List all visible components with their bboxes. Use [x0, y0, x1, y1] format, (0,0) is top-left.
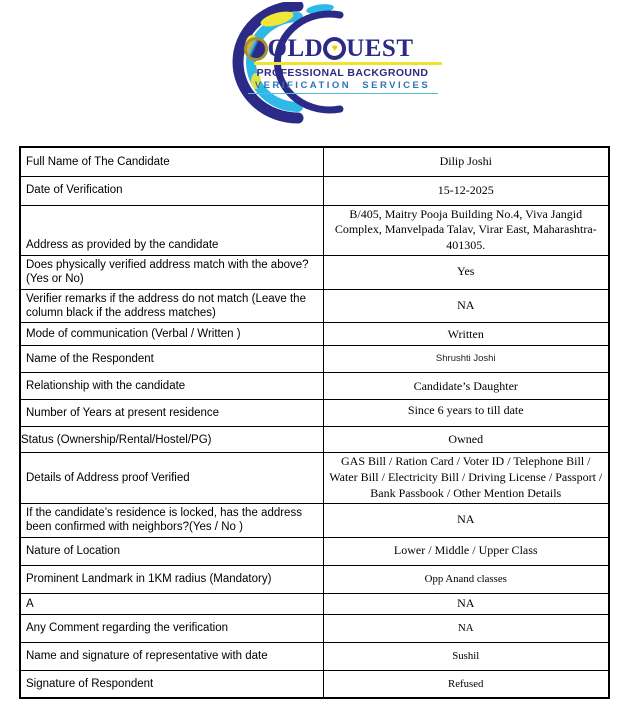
field-label: Relationship with the candidate [19, 372, 324, 401]
table-row: If the candidate’s residence is locked, … [19, 502, 610, 538]
logo-text-block: OLD ♥ UEST PROFESSIONAL BACKGROUND VERIFIC… [243, 35, 442, 94]
table-row: A NA [19, 592, 610, 615]
continent-shape [260, 11, 293, 27]
table-row: Relationship with the candidate Candidate… [19, 372, 610, 401]
table-row: Date of Verification 15-12-2025 [19, 175, 610, 206]
field-value: NA [322, 592, 610, 615]
gold-divider-line [253, 62, 442, 65]
table-row: Address as provided by the candidate B/40… [19, 204, 610, 256]
field-label: Status (Ownership/Rental/Hostel/PG) [19, 426, 324, 454]
field-value: Candidate’s Daughter [322, 372, 610, 401]
goldquest-logo: OLD ♥ UEST PROFESSIONAL BACKGROUND VERIFIC… [180, 2, 448, 124]
gold-g-icon [243, 36, 268, 61]
table-row: Name and signature of representative wit… [19, 641, 610, 671]
field-label: Address as provided by the candidate [19, 204, 324, 256]
logo-tagline-2: VERIFICATION SERVICES [247, 80, 438, 94]
field-value: Opp Anand classes [322, 564, 610, 594]
table-row: Full Name of The Candidate Dilip Joshi [19, 146, 610, 177]
brand-wordmark: OLD ♥ UEST [243, 35, 442, 62]
verification-table-body: Full Name of The Candidate Dilip Joshi Dat… [19, 146, 610, 699]
field-value: B/405, Maitry Pooja Building No.4, Viva … [322, 204, 610, 256]
logo-tagline-1: PROFESSIONAL BACKGROUND [256, 66, 429, 79]
field-label: Prominent Landmark in 1KM radius (Mandat… [19, 564, 324, 594]
brand-old: OLD [267, 35, 324, 62]
field-value: Dilip Joshi [322, 146, 610, 177]
field-value: Since 6 years to till date [322, 399, 610, 428]
field-label: Nature of Location [19, 536, 324, 566]
field-label: Mode of communication (Verbal / Written … [19, 322, 324, 347]
field-value: Written [322, 322, 610, 347]
table-row: Name of the Respondent Shrushti Joshi [19, 345, 610, 374]
field-label: Name of the Respondent [19, 345, 324, 374]
field-label: Date of Verification [19, 175, 324, 206]
table-row: Number of Years at present residence Sinc… [19, 399, 610, 428]
field-label: Verifier remarks if the address do not m… [19, 288, 324, 324]
field-label: Any Comment regarding the verification [19, 613, 324, 643]
table-row: Prominent Landmark in 1KM radius (Mandat… [19, 564, 610, 594]
field-label: Name and signature of representative wit… [19, 641, 324, 671]
quest-q-icon: ♥ [323, 37, 347, 60]
table-row: Details of Address proof Verified GAS Bil… [19, 452, 610, 504]
table-row: Verifier remarks if the address do not m… [19, 288, 610, 324]
field-label: Does physically verified address match w… [19, 254, 324, 290]
field-value: Refused [322, 669, 610, 699]
continent-shape [250, 73, 261, 89]
table-row: Mode of communication (Verbal / Written … [19, 322, 610, 347]
field-value: NA [322, 613, 610, 643]
field-value: Owned [322, 426, 610, 454]
field-label: A [19, 592, 324, 615]
field-label: If the candidate’s residence is locked, … [19, 502, 324, 538]
brand-uest: UEST [346, 35, 414, 62]
field-value: 15-12-2025 [322, 175, 610, 206]
field-value: NA [322, 288, 610, 324]
field-label: Signature of Respondent [19, 669, 324, 699]
field-value: Yes [322, 254, 610, 290]
field-value: Shrushti Joshi [322, 345, 610, 374]
table-row: Status (Ownership/Rental/Hostel/PG) Owned [19, 426, 610, 454]
table-row: Signature of Respondent Refused [19, 669, 610, 699]
field-label: Number of Years at present residence [19, 399, 324, 428]
field-value: Sushil [322, 641, 610, 671]
field-label: Details of Address proof Verified [19, 452, 324, 504]
table-row: Any Comment regarding the verification NA [19, 613, 610, 643]
heart-icon: ♥ [331, 42, 338, 54]
field-label: Full Name of The Candidate [19, 146, 324, 177]
field-value: NA [322, 502, 610, 538]
table-row: Does physically verified address match w… [19, 254, 610, 290]
table-row: Nature of Location Lower / Middle / Upper… [19, 536, 610, 566]
outer-crescent [232, 2, 303, 124]
address-verification-table: Full Name of The Candidate Dilip Joshi Dat… [19, 146, 610, 700]
field-value: Lower / Middle / Upper Class [322, 536, 610, 566]
field-value: GAS Bill / Ration Card / Voter ID / Tele… [322, 452, 610, 504]
